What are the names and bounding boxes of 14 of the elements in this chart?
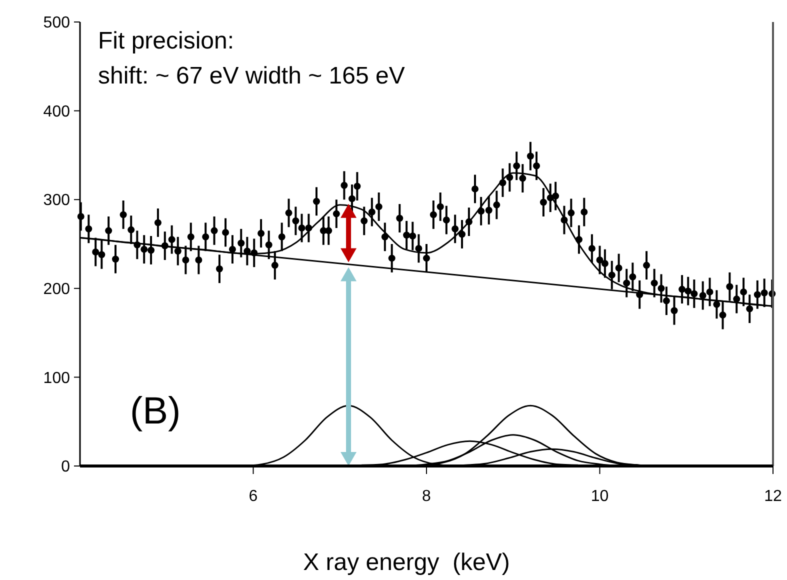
y-tick-label: 400	[43, 103, 70, 120]
x-tick-label: 6	[248, 488, 258, 505]
y-tick-label: 200	[43, 281, 70, 298]
y-tick-label: 100	[43, 370, 70, 387]
annotation: (B)	[130, 390, 181, 432]
y-tick-label: 300	[43, 192, 70, 210]
x-tick-label: 10	[590, 488, 609, 505]
y-tick-label: 500	[43, 14, 70, 32]
x-tick-label: 12	[764, 488, 782, 505]
annotation: Fit precision:	[98, 27, 234, 54]
y-tick-label: 0	[61, 458, 70, 476]
x-axis-title: X ray energy (keV)	[303, 549, 510, 576]
x-tick-label: 8	[422, 488, 432, 505]
annotation: shift: ~ 67 eV width ~ 165 eV	[98, 62, 405, 90]
